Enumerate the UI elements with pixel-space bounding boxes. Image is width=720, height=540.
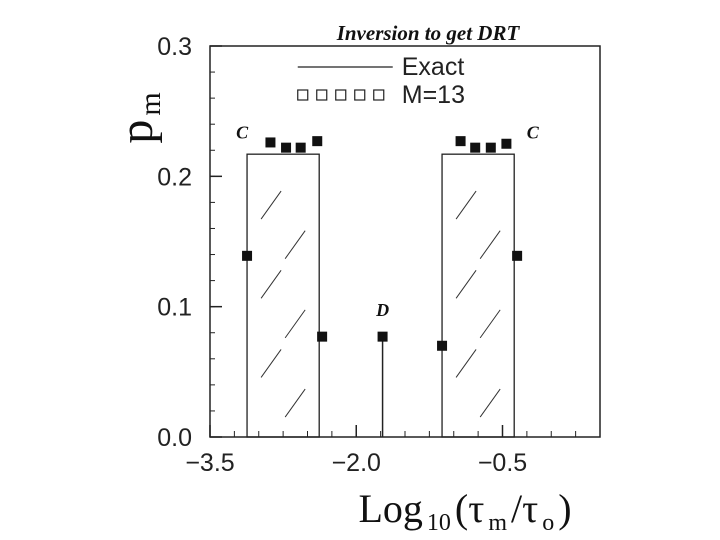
data-point <box>455 136 466 147</box>
data-point <box>485 142 496 153</box>
hatch-stroke <box>455 269 477 299</box>
hatch-stroke <box>284 230 306 259</box>
data-point <box>437 340 448 351</box>
x-axis-title-sub: 10 <box>427 510 451 536</box>
legend-square-swatch <box>316 89 328 101</box>
data-point <box>281 142 292 153</box>
hatch-stroke <box>284 309 306 339</box>
legend-square-swatch <box>335 89 347 101</box>
hatch-stroke <box>479 388 501 418</box>
exact-box <box>246 153 320 438</box>
data-point <box>501 138 512 149</box>
x-axis-title: Log 10 (τ m /τ o ) <box>358 486 571 536</box>
data-point <box>312 136 323 147</box>
data-point <box>265 137 276 148</box>
y-axis-title-sub: m <box>134 92 167 115</box>
x-axis-title-o: o <box>542 510 554 536</box>
hatch-stroke <box>455 190 477 220</box>
hatch-stroke <box>260 349 282 378</box>
x-tick-label: −2.0 <box>332 449 381 477</box>
legend-label-exact: Exact <box>402 53 465 81</box>
x-axis-title-slash: /τ <box>511 486 538 531</box>
legend-square-swatch <box>297 89 309 101</box>
data-point <box>377 331 388 342</box>
x-axis-title-close: ) <box>558 486 571 531</box>
hatch-stroke <box>260 190 282 220</box>
hatch-stroke <box>260 269 282 299</box>
y-tick-label: 0.0 <box>157 424 192 452</box>
hatch-stroke <box>479 309 501 339</box>
legend-label-m13: M=13 <box>402 81 465 109</box>
annotation-label: C <box>527 123 540 143</box>
x-axis-title-m: m <box>488 510 507 536</box>
annotation-label: C <box>236 123 249 143</box>
legend-square-swatch <box>373 89 385 101</box>
x-tick-label: −3.5 <box>185 449 234 477</box>
hatch-stroke <box>479 230 501 259</box>
x-axis-title-paren: (τ <box>455 486 484 531</box>
data-point <box>512 250 523 261</box>
y-axis-title-main: p <box>110 120 163 144</box>
chart-plot-area: 0.0 0.1 0.2 0.3 −3.5 −2.0 −0.5 <box>157 33 601 477</box>
hatch-stroke <box>455 349 477 378</box>
x-axis-title-main: Log <box>358 486 422 531</box>
y-tick-label: 0.2 <box>157 163 192 191</box>
data-point <box>295 142 306 153</box>
x-tick-label: −0.5 <box>478 449 527 477</box>
exact-box <box>441 153 515 438</box>
data-point <box>242 250 253 261</box>
y-tick-label: 0.1 <box>157 294 192 322</box>
y-tick-label: 0.3 <box>157 33 192 61</box>
hatch-stroke <box>284 388 306 418</box>
annotation-label: D <box>375 300 389 320</box>
chart-title: Inversion to get DRT <box>336 21 521 45</box>
data-point <box>470 142 481 153</box>
y-axis-title: p m <box>110 92 167 143</box>
legend-square-swatch <box>354 89 366 101</box>
data-point <box>317 331 328 342</box>
